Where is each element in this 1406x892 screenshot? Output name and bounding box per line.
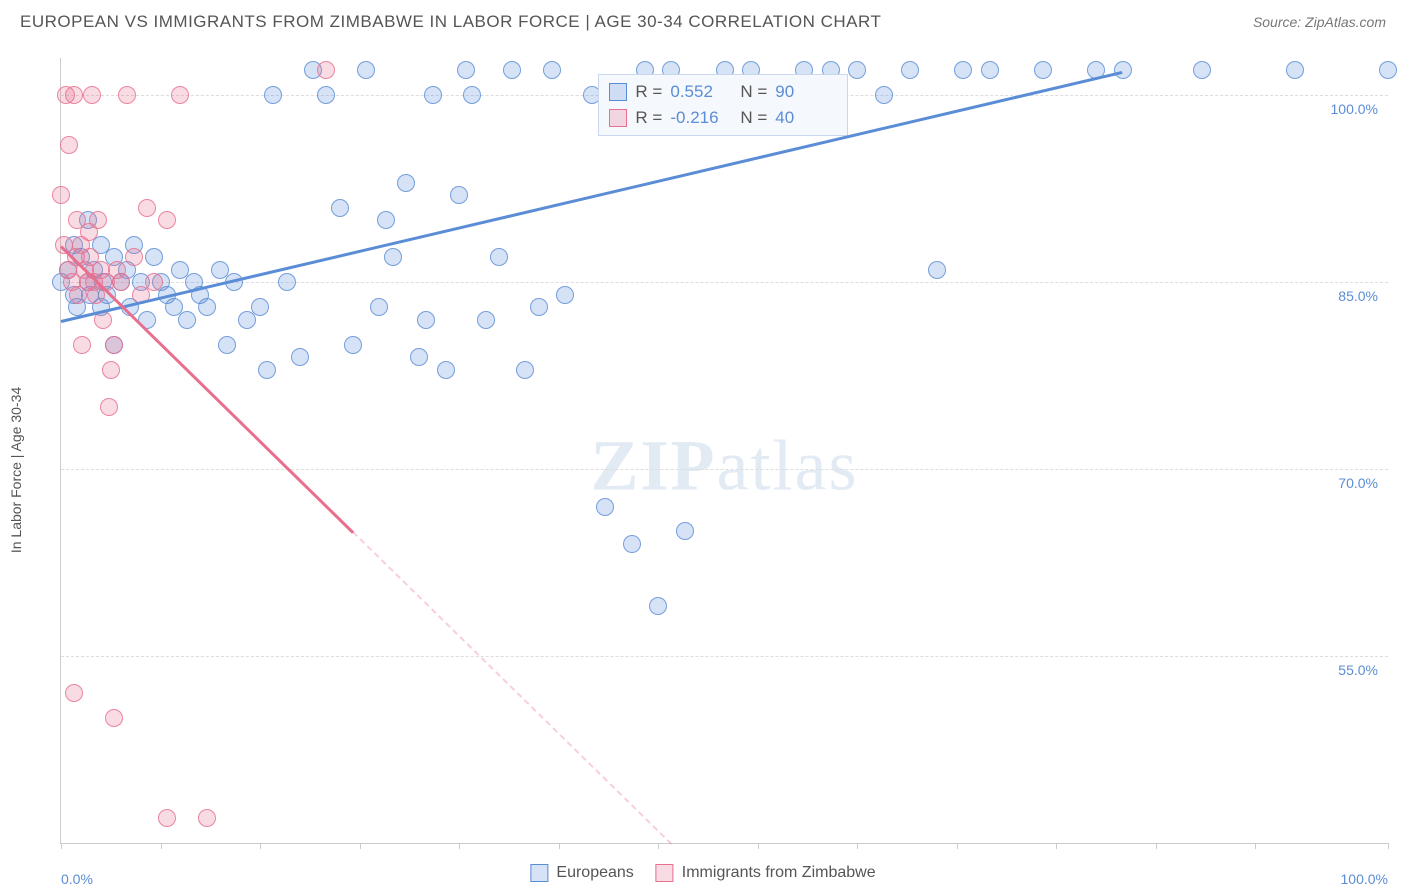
scatter-point bbox=[251, 298, 269, 316]
gridline-h bbox=[61, 656, 1388, 657]
scatter-point bbox=[145, 273, 163, 291]
scatter-point bbox=[437, 361, 455, 379]
gridline-h bbox=[61, 282, 1388, 283]
scatter-point bbox=[477, 311, 495, 329]
scatter-point bbox=[125, 248, 143, 266]
scatter-point bbox=[65, 86, 83, 104]
scatter-point bbox=[264, 86, 282, 104]
scatter-point bbox=[60, 136, 78, 154]
scatter-point bbox=[463, 86, 481, 104]
scatter-point bbox=[424, 86, 442, 104]
scatter-point bbox=[397, 174, 415, 192]
legend-item: Immigrants from Zimbabwe bbox=[656, 864, 876, 882]
legend-swatch bbox=[656, 864, 674, 882]
scatter-point bbox=[317, 61, 335, 79]
scatter-point bbox=[596, 498, 614, 516]
scatter-point bbox=[65, 684, 83, 702]
scatter-point bbox=[490, 248, 508, 266]
legend-label: Europeans bbox=[556, 864, 633, 882]
scatter-point bbox=[1286, 61, 1304, 79]
scatter-point bbox=[556, 286, 574, 304]
legend-swatch bbox=[609, 109, 627, 127]
scatter-point bbox=[83, 86, 101, 104]
chart-title: EUROPEAN VS IMMIGRANTS FROM ZIMBABWE IN … bbox=[20, 12, 881, 31]
y-tick-label: 55.0% bbox=[1336, 662, 1380, 678]
scatter-point bbox=[158, 809, 176, 827]
scatter-point bbox=[901, 61, 919, 79]
scatter-point bbox=[384, 248, 402, 266]
scatter-point bbox=[317, 86, 335, 104]
scatter-point bbox=[291, 348, 309, 366]
scatter-point bbox=[928, 261, 946, 279]
scatter-point bbox=[1114, 61, 1132, 79]
x-axis-ticks bbox=[61, 843, 1388, 849]
plot-area: ZIPatlas 55.0%70.0%85.0%100.0%0.0%100.0%… bbox=[60, 58, 1388, 844]
scatter-point bbox=[52, 186, 70, 204]
watermark: ZIPatlas bbox=[591, 425, 859, 508]
x-tick-label: 100.0% bbox=[1341, 871, 1388, 887]
scatter-point bbox=[105, 336, 123, 354]
trend-line bbox=[61, 70, 1123, 322]
scatter-point bbox=[258, 361, 276, 379]
scatter-point bbox=[198, 809, 216, 827]
scatter-point bbox=[1193, 61, 1211, 79]
scatter-point bbox=[875, 86, 893, 104]
bottom-legend: Europeans Immigrants from Zimbabwe bbox=[530, 864, 875, 882]
scatter-point bbox=[105, 709, 123, 727]
scatter-point bbox=[410, 348, 428, 366]
source-label: Source: ZipAtlas.com bbox=[1253, 14, 1386, 30]
x-tick-label: 0.0% bbox=[61, 871, 93, 887]
scatter-point bbox=[102, 361, 120, 379]
scatter-point bbox=[981, 61, 999, 79]
legend-swatch bbox=[530, 864, 548, 882]
gridline-h bbox=[61, 469, 1388, 470]
scatter-point bbox=[543, 61, 561, 79]
y-tick-label: 70.0% bbox=[1336, 475, 1380, 491]
scatter-point bbox=[118, 86, 136, 104]
y-tick-label: 85.0% bbox=[1336, 288, 1380, 304]
scatter-point bbox=[623, 535, 641, 553]
scatter-point bbox=[457, 61, 475, 79]
scatter-point bbox=[344, 336, 362, 354]
stats-box: R = 0.552N = 90R = -0.216N = 40 bbox=[598, 74, 848, 136]
scatter-point bbox=[954, 61, 972, 79]
y-axis-label: In Labor Force | Age 30-34 bbox=[8, 387, 24, 553]
scatter-point bbox=[158, 211, 176, 229]
y-tick-label: 100.0% bbox=[1329, 101, 1380, 117]
scatter-point bbox=[676, 522, 694, 540]
scatter-point bbox=[649, 597, 667, 615]
scatter-point bbox=[503, 61, 521, 79]
scatter-point bbox=[357, 61, 375, 79]
scatter-point bbox=[171, 86, 189, 104]
legend-item: Europeans bbox=[530, 864, 633, 882]
scatter-point bbox=[377, 211, 395, 229]
scatter-point bbox=[450, 186, 468, 204]
trend-line bbox=[352, 531, 672, 844]
scatter-point bbox=[1379, 61, 1397, 79]
scatter-point bbox=[1034, 61, 1052, 79]
scatter-point bbox=[218, 336, 236, 354]
stats-row: R = 0.552N = 90 bbox=[609, 79, 837, 105]
legend-label: Immigrants from Zimbabwe bbox=[682, 864, 876, 882]
scatter-point bbox=[178, 311, 196, 329]
scatter-point bbox=[417, 311, 435, 329]
stats-row: R = -0.216N = 40 bbox=[609, 105, 837, 131]
scatter-point bbox=[530, 298, 548, 316]
scatter-point bbox=[370, 298, 388, 316]
scatter-point bbox=[100, 398, 118, 416]
scatter-point bbox=[138, 199, 156, 217]
scatter-point bbox=[198, 298, 216, 316]
scatter-point bbox=[89, 211, 107, 229]
scatter-point bbox=[112, 273, 130, 291]
legend-swatch bbox=[609, 83, 627, 101]
scatter-point bbox=[331, 199, 349, 217]
plot-wrap: In Labor Force | Age 30-34 ZIPatlas 55.0… bbox=[0, 48, 1406, 892]
scatter-point bbox=[278, 273, 296, 291]
scatter-point bbox=[516, 361, 534, 379]
scatter-point bbox=[145, 248, 163, 266]
scatter-point bbox=[848, 61, 866, 79]
scatter-point bbox=[73, 336, 91, 354]
